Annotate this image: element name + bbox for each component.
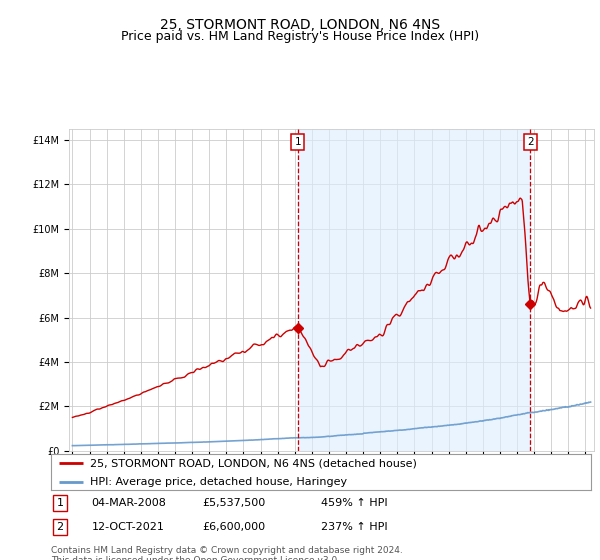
Text: HPI: Average price, detached house, Haringey: HPI: Average price, detached house, Hari… xyxy=(90,477,347,487)
Text: £5,537,500: £5,537,500 xyxy=(202,498,265,508)
Text: 25, STORMONT ROAD, LONDON, N6 4NS (detached house): 25, STORMONT ROAD, LONDON, N6 4NS (detac… xyxy=(90,459,417,468)
Text: 04-MAR-2008: 04-MAR-2008 xyxy=(91,498,166,508)
Text: 459% ↑ HPI: 459% ↑ HPI xyxy=(321,498,388,508)
Text: Price paid vs. HM Land Registry's House Price Index (HPI): Price paid vs. HM Land Registry's House … xyxy=(121,30,479,43)
Text: 1: 1 xyxy=(295,137,301,147)
Text: 237% ↑ HPI: 237% ↑ HPI xyxy=(321,522,388,532)
Text: 2: 2 xyxy=(527,137,533,147)
Text: 12-OCT-2021: 12-OCT-2021 xyxy=(91,522,164,532)
Text: Contains HM Land Registry data © Crown copyright and database right 2024.
This d: Contains HM Land Registry data © Crown c… xyxy=(51,546,403,560)
Bar xyxy=(298,129,530,451)
Text: 2: 2 xyxy=(56,522,64,532)
Text: £6,600,000: £6,600,000 xyxy=(202,522,265,532)
Text: 25, STORMONT ROAD, LONDON, N6 4NS: 25, STORMONT ROAD, LONDON, N6 4NS xyxy=(160,18,440,32)
Text: 1: 1 xyxy=(56,498,64,508)
